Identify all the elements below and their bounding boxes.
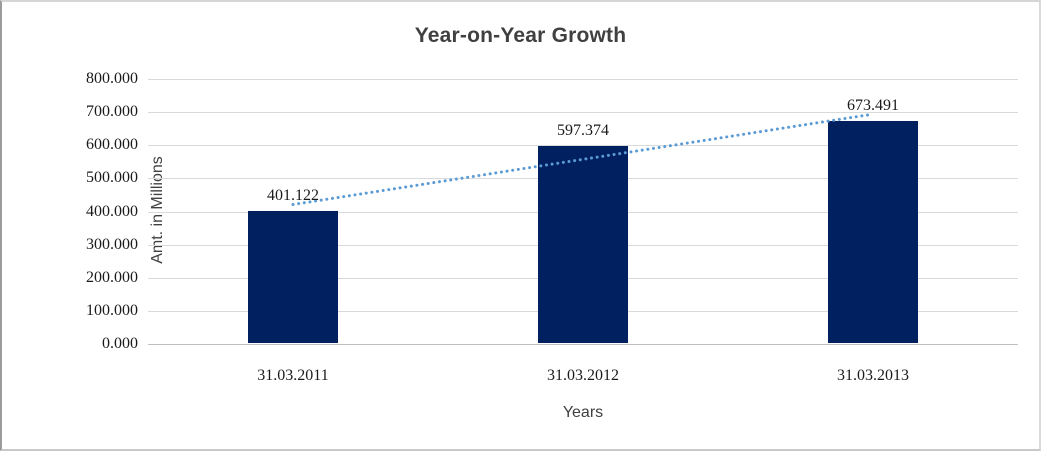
y-tick-label: 600.000	[86, 136, 138, 154]
y-tick-label: 0.000	[102, 335, 138, 352]
data-label: 401.122	[267, 187, 319, 205]
data-label: 597.374	[557, 122, 609, 140]
bar-31.03.2013	[828, 120, 918, 343]
x-axis-title: Years	[562, 404, 604, 421]
y-tick-label: 500.000	[86, 169, 138, 187]
x-tick-label: 31.03.2013	[837, 367, 909, 384]
y-tick-label: 700.000	[86, 103, 138, 121]
x-tick-label: 31.03.2012	[547, 367, 619, 384]
gridline	[148, 145, 1018, 147]
trendline-path	[291, 112, 875, 207]
bar-31.03.2011	[248, 211, 338, 343]
gridline	[148, 112, 1018, 114]
chart-title: Year-on-Year Growth	[414, 24, 627, 47]
trendline	[291, 112, 875, 207]
y-tick-label: 400.000	[86, 202, 138, 220]
data-label: 673.491	[847, 96, 899, 114]
y-tick-label: 200.000	[86, 268, 138, 286]
y-tick-label: 800.000	[86, 70, 138, 87]
y-tick-label: 100.000	[86, 301, 138, 319]
bar-31.03.2012	[538, 146, 628, 343]
gridline	[148, 79, 1018, 80]
gridline	[148, 344, 1018, 345]
x-tick-label: 31.03.2011	[257, 367, 329, 384]
y-tick-label: 300.000	[86, 235, 138, 253]
plot-area: Amt. in Millions 0.000 100.000 200.000 300.…	[86, 71, 1018, 421]
